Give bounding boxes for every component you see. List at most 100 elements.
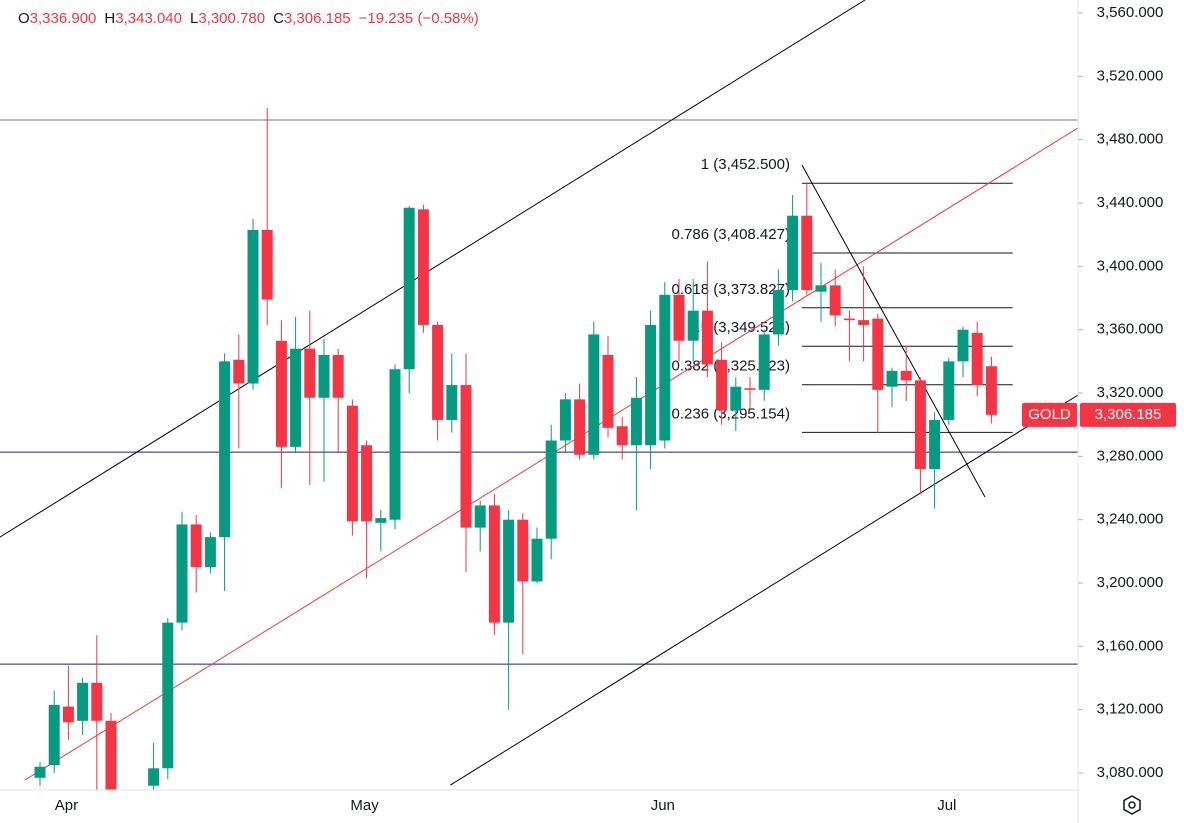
y-tick-label: 3,560.000: [1097, 4, 1164, 21]
candle-body: [758, 334, 770, 390]
candle-body: [616, 426, 628, 446]
candle-body: [48, 704, 60, 766]
candle-body: [574, 399, 586, 455]
candle-body: [62, 706, 74, 723]
settings-icon[interactable]: [1123, 795, 1141, 815]
candle-body: [900, 370, 912, 381]
candle-body: [77, 682, 89, 721]
candle-body: [588, 334, 600, 455]
candle-body: [275, 340, 287, 447]
candle-body: [829, 285, 841, 316]
trend-line: [0, 0, 866, 538]
candle-body: [488, 505, 500, 623]
candle-body: [531, 538, 543, 582]
candle-body: [190, 524, 202, 568]
candle-body: [957, 329, 969, 362]
y-tick-label: 3,080.000: [1097, 764, 1164, 781]
candle-body: [290, 348, 302, 447]
symbol-tag-box: [1022, 402, 1077, 427]
y-tick-label: 3,280.000: [1097, 447, 1164, 464]
candle-body: [204, 537, 216, 568]
candle-body: [687, 310, 699, 341]
plot-area: 1 (3,452.500) 0.786 (3,408.427) 0.618 (3,3…: [0, 0, 1078, 790]
trend-line: [450, 394, 1078, 786]
ohlc-value: 3,306.185: [284, 10, 351, 27]
candle-body: [602, 355, 614, 428]
candle-body: [545, 440, 557, 539]
candle-body: [971, 332, 983, 386]
candle-body: [304, 348, 316, 398]
candle-body: [744, 388, 756, 390]
candle-body: [801, 215, 813, 291]
x-tick-label: May: [350, 797, 379, 814]
candle-body: [914, 380, 926, 470]
candle-body: [929, 419, 941, 470]
candle-body: [361, 445, 373, 522]
candle-body: [716, 359, 728, 411]
fib-level-label: 0.382 (3,325.223): [672, 358, 790, 375]
ohlc-text: O3,336.900 H3,343.040 L3,300.780 C3,306.185…: [18, 10, 479, 27]
y-tick-label: 3,480.000: [1097, 131, 1164, 148]
candle-body: [318, 355, 330, 398]
change-value: −19.235 (−0.58%): [359, 10, 479, 27]
candle-body: [460, 385, 472, 528]
candle-body: [886, 370, 898, 387]
ohlc-header: O3,336.900 H3,343.040 L3,300.780 C3,306.185…: [18, 10, 479, 27]
candle-body: [148, 768, 160, 786]
price-tag-box: [1080, 402, 1176, 427]
candle-body: [815, 285, 827, 292]
y-tick-label: 3,400.000: [1097, 257, 1164, 274]
candle-body: [843, 318, 855, 321]
trend-line: [801, 164, 986, 498]
y-tick-label: 3,200.000: [1097, 574, 1164, 591]
candle-body: [645, 324, 657, 446]
fib-level-label: 0.786 (3,408.427): [672, 226, 790, 243]
candle-body: [559, 399, 571, 441]
candle-body: [985, 366, 997, 415]
candle-body: [403, 207, 415, 370]
candle-body: [659, 294, 671, 441]
x-tick-label: Apr: [55, 797, 78, 814]
candle-body: [105, 720, 117, 790]
candle-body: [673, 294, 685, 341]
candle-body: [389, 369, 401, 520]
candle-body: [630, 397, 642, 446]
y-tick-label: 3,240.000: [1097, 511, 1164, 528]
y-tick-label: 3,120.000: [1097, 701, 1164, 718]
candle-body: [261, 229, 273, 300]
candle-body: [417, 209, 429, 325]
price-tag: 3,306.185: [1095, 406, 1162, 423]
ohlc-key: O: [18, 10, 30, 27]
candle-body: [858, 320, 870, 325]
x-tick-label: Jun: [651, 797, 675, 814]
candle-body: [332, 355, 344, 398]
candle-body: [219, 361, 231, 538]
y-tick-label: 3,360.000: [1097, 321, 1164, 338]
candle-body: [247, 229, 259, 384]
candle-body: [503, 519, 515, 623]
candle-body: [34, 766, 46, 778]
ohlc-value: 3,336.900: [30, 10, 97, 27]
ohlc-value: 3,343.040: [115, 10, 182, 27]
ohlc-key: L: [190, 10, 198, 27]
candle-body: [701, 310, 713, 365]
candle-body: [474, 505, 486, 528]
y-tick-label: 3,160.000: [1097, 637, 1164, 654]
y-tick-label: 3,520.000: [1097, 67, 1164, 84]
symbol-tag: GOLD: [1028, 406, 1071, 423]
candle-body: [730, 386, 742, 411]
candle-body: [432, 324, 444, 420]
x-tick-label: Jul: [937, 797, 956, 814]
candle-body: [91, 682, 103, 721]
y-tick-label: 3,320.000: [1097, 384, 1164, 401]
candle-body: [517, 519, 529, 582]
fib-level-label: 0.618 (3,373.827): [672, 281, 790, 298]
candle-body: [943, 361, 955, 420]
candle-body: [787, 215, 799, 291]
ohlc-key: H: [104, 10, 115, 27]
candle-body: [446, 385, 458, 420]
ohlc-key: C: [273, 10, 284, 27]
candle-body: [346, 405, 358, 522]
